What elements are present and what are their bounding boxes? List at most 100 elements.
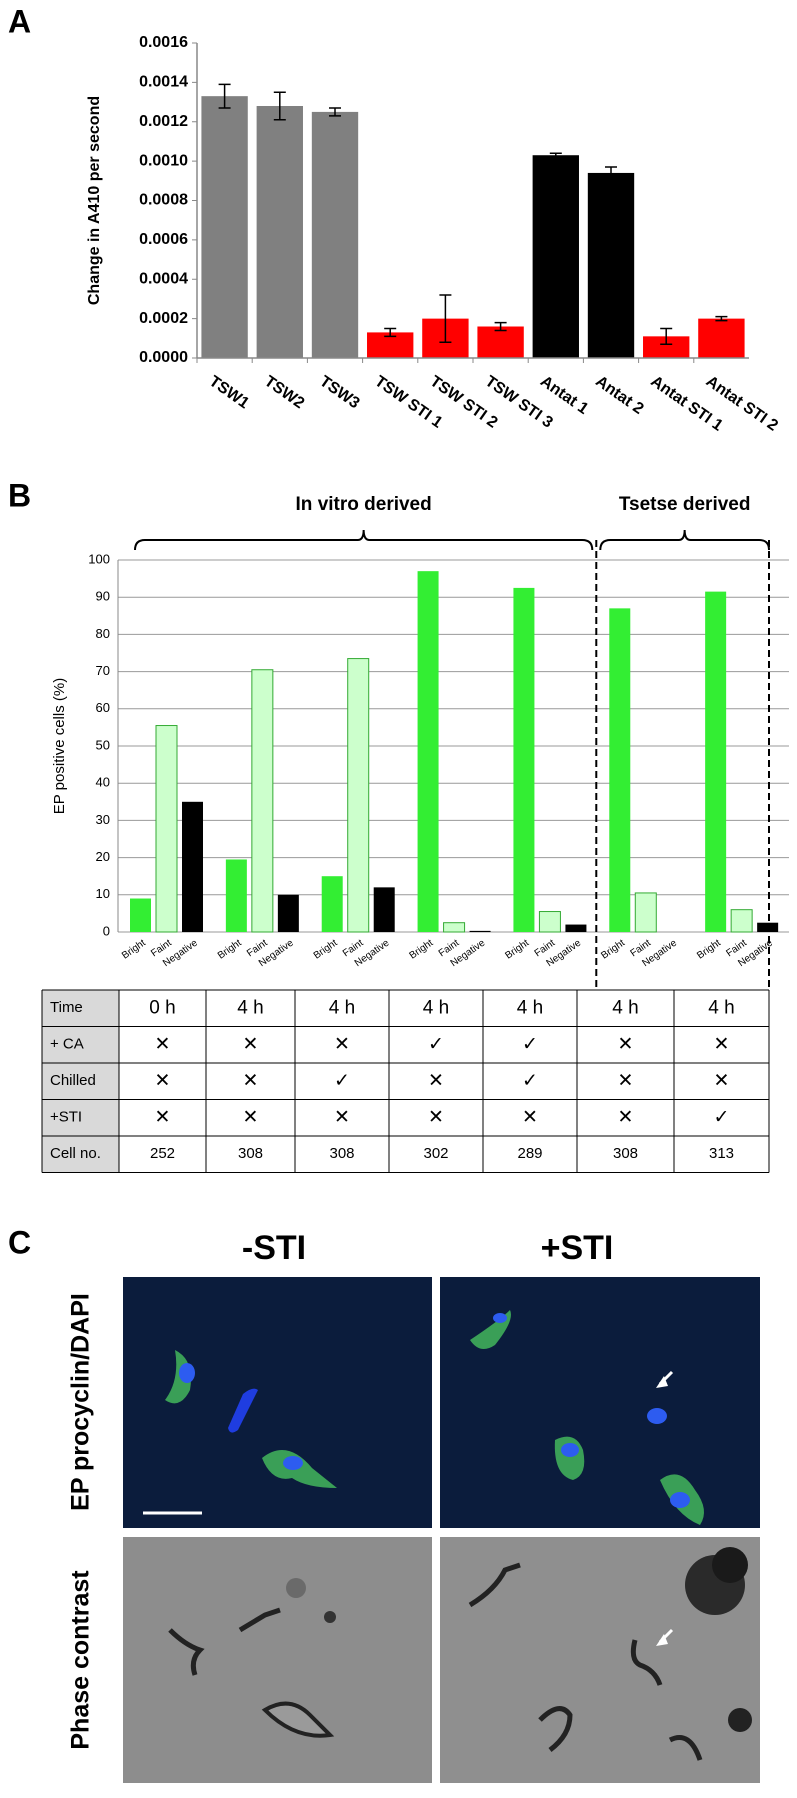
- y-tick-label: 0.0000: [139, 349, 188, 366]
- table-cell: 4 h: [708, 997, 734, 1018]
- table-cell: ✕: [155, 1070, 171, 1091]
- y-tick-label: 40: [96, 775, 110, 790]
- y-tick-label: 0.0012: [139, 113, 188, 130]
- bar: [609, 608, 631, 932]
- bar: [251, 669, 274, 933]
- x-tick-label: Antat 2: [592, 373, 646, 418]
- table-cell: ✕: [714, 1070, 730, 1091]
- y-axis-label: Change in A410 per second: [86, 96, 103, 305]
- y-tick-label: 80: [96, 626, 110, 641]
- legend-label: Bright: [312, 937, 340, 961]
- table-cell: ✓: [428, 1034, 444, 1055]
- bar: [311, 111, 359, 358]
- legend-label: Bright: [216, 937, 244, 961]
- error-bar: [549, 152, 562, 158]
- error-bar: [715, 315, 728, 322]
- table-cell: ✕: [428, 1070, 444, 1091]
- table-cell: ✓: [334, 1070, 350, 1091]
- error-bar: [329, 107, 341, 117]
- y-tick-label: 60: [96, 700, 110, 715]
- table-cell: 252: [150, 1145, 175, 1162]
- y-tick-label: 0.0016: [139, 34, 188, 51]
- table-cell: ✕: [714, 1034, 730, 1055]
- row-header: Chilled: [50, 1072, 96, 1089]
- error-bar: [660, 327, 673, 345]
- bar: [730, 909, 753, 933]
- table-cell: ✕: [618, 1107, 634, 1128]
- y-tick-label: 0.0006: [139, 231, 188, 248]
- bar: [513, 587, 535, 932]
- table-cell: 308: [238, 1145, 263, 1162]
- column-label: -STI: [242, 1229, 306, 1267]
- bar: [201, 96, 248, 358]
- bar: [698, 318, 745, 358]
- panel-label: B: [8, 477, 31, 513]
- table-cell: ✕: [618, 1070, 634, 1091]
- error-bar: [273, 91, 286, 121]
- error-bar: [384, 327, 397, 338]
- y-tick-label: 0: [103, 923, 110, 938]
- y-tick-label: 70: [96, 663, 110, 678]
- error-bar: [605, 166, 617, 180]
- table-cell: 4 h: [517, 997, 543, 1018]
- bar: [634, 892, 657, 933]
- table-cell: 4 h: [329, 997, 355, 1018]
- legend-label: Bright: [695, 937, 723, 961]
- panel-label: C: [8, 1224, 31, 1260]
- table-cell: ✓: [522, 1070, 538, 1091]
- table-cell: 308: [329, 1145, 354, 1162]
- bar: [538, 911, 561, 933]
- bar: [443, 922, 466, 933]
- bar: [347, 658, 370, 933]
- y-tick-label: 100: [88, 551, 110, 566]
- table-cell: 302: [423, 1145, 448, 1162]
- bar: [643, 336, 690, 358]
- table-cell: 4 h: [423, 997, 449, 1018]
- bar: [130, 898, 151, 932]
- y-tick-label: 0.0002: [139, 310, 188, 327]
- bar: [277, 894, 299, 932]
- x-tick-label: TSW2: [261, 373, 307, 412]
- error-bar: [494, 321, 507, 332]
- table-cell: ✕: [155, 1034, 171, 1055]
- x-tick-label: TSW1: [206, 373, 252, 412]
- legend-label: Bright: [503, 937, 531, 961]
- table-cell: ✕: [334, 1107, 350, 1128]
- annotation: Tsetse derived: [619, 494, 751, 515]
- table-cell: ✓: [714, 1107, 730, 1128]
- row-header: Cell no.: [50, 1145, 101, 1162]
- row-label: EP procyclin/DAPI: [67, 1293, 95, 1511]
- bar: [565, 924, 587, 932]
- y-tick-label: 30: [96, 812, 110, 827]
- table-cell: ✓: [522, 1034, 538, 1055]
- bar: [155, 725, 178, 933]
- table-cell: ✕: [522, 1107, 538, 1128]
- phase-contrast-image: [440, 1537, 760, 1783]
- error-bar: [218, 83, 231, 109]
- table-cell: ✕: [618, 1034, 634, 1055]
- table-cell: 289: [517, 1145, 542, 1162]
- table-header-column: [42, 990, 119, 1173]
- fluorescence-image: [123, 1277, 432, 1528]
- y-axis-label: EP positive cells (%): [51, 678, 68, 814]
- bar: [256, 106, 303, 358]
- x-tick-label: TSW3: [316, 373, 362, 412]
- separator: [595, 540, 770, 990]
- bar: [477, 326, 524, 358]
- table-cell: ✕: [243, 1070, 259, 1091]
- bar: [705, 591, 727, 932]
- table-cell: 313: [709, 1145, 734, 1162]
- table-cell: ✕: [155, 1107, 171, 1128]
- table-cell: ✕: [243, 1034, 259, 1055]
- bar: [182, 801, 203, 932]
- bar: [225, 859, 247, 932]
- y-tick-label: 0.0004: [139, 270, 188, 287]
- table-cell: ✕: [428, 1107, 444, 1128]
- bar: [321, 876, 343, 932]
- column-label: +STI: [541, 1229, 614, 1267]
- y-tick-label: 20: [96, 849, 110, 864]
- table-cell: 4 h: [612, 997, 638, 1018]
- row-label: Phase contrast: [67, 1570, 95, 1750]
- row-header: + CA: [50, 1036, 84, 1053]
- bar: [532, 155, 579, 358]
